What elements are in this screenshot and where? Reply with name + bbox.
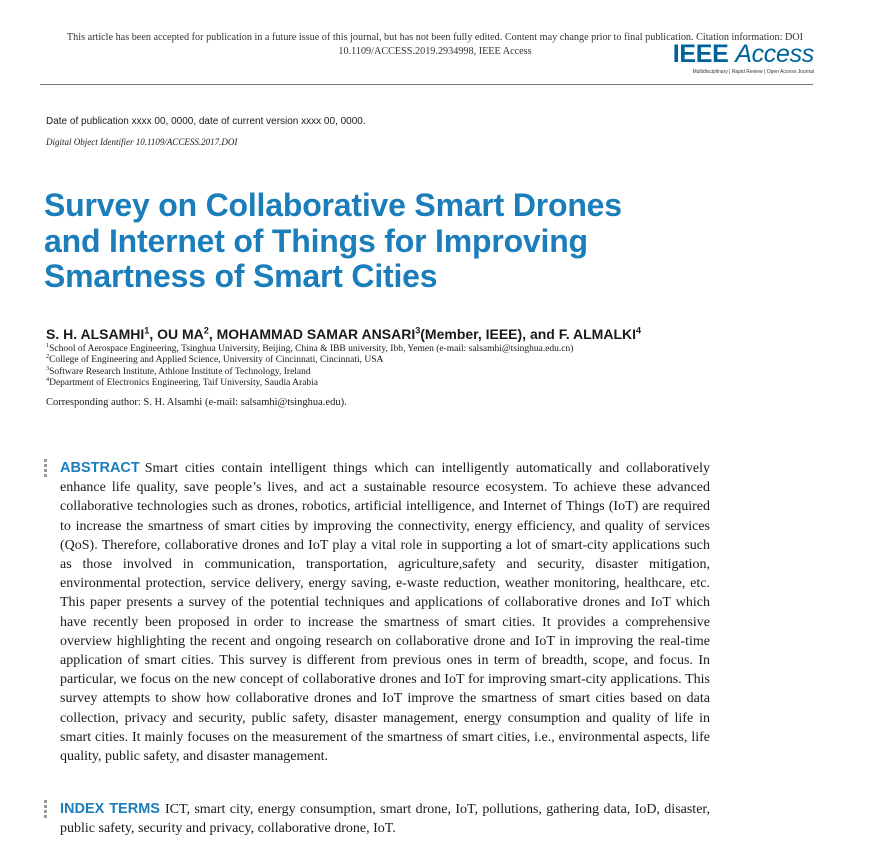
title-line: Smartness of Smart Cities — [44, 258, 438, 294]
author-list: S. H. ALSAMHI1, OU MA2, MOHAMMAD SAMAR A… — [46, 326, 846, 342]
title-line: and Internet of Things for Improving — [44, 222, 588, 259]
section-marker-icon — [44, 800, 48, 820]
logo-tagline: Multidisciplinary | Rapid Review | Open … — [692, 69, 814, 75]
abstract-label: ABSTRACT — [60, 460, 140, 476]
abstract-text: Smart cities contain intelligent things … — [60, 461, 710, 765]
logo-wordmark: IEEE Access — [664, 40, 815, 68]
author-separator: , — [208, 326, 217, 342]
affiliation: 1School of Aerospace Engineering, Tsingh… — [46, 342, 746, 355]
title-line: Survey on Collaborative Smart Drones — [44, 187, 622, 223]
affiliation: 3Software Research Institute, Athlone In… — [46, 365, 746, 378]
index-terms-label: INDEX TERMS — [60, 801, 160, 817]
author-name: OU MA — [157, 326, 204, 342]
author-name: F. ALMALKI — [558, 326, 636, 342]
affiliation-text: Software Research Institute, Athlone Ins… — [49, 366, 311, 377]
affiliation-number: 1 — [46, 342, 50, 349]
paper-title: Survey on Collaborative Smart Drones and… — [44, 187, 824, 295]
author-affil-sup: 2 — [203, 325, 209, 336]
section-marker-icon — [44, 459, 48, 479]
doi-line: Digital Object Identifier 10.1109/ACCESS… — [46, 137, 238, 147]
author-affil-sup: 1 — [144, 325, 150, 336]
author-affil-sup: 4 — [636, 325, 642, 336]
affiliations: 1School of Aerospace Engineering, Tsingh… — [46, 342, 746, 390]
affiliation-text: School of Aerospace Engineering, Tsinghu… — [49, 344, 574, 354]
affiliation: 2College of Engineering and Applied Scie… — [46, 354, 746, 366]
affiliation-text: Department of Electronics Engineering, T… — [49, 378, 319, 389]
affiliation-text: College of Engineering and Applied Scien… — [49, 355, 384, 366]
author-name: S. H. ALSAMHI — [46, 326, 145, 342]
author-name: MOHAMMAD SAMAR ANSARI — [216, 326, 416, 342]
affiliation: 4Department of Electronics Engineering, … — [46, 377, 746, 389]
header-rule — [40, 84, 813, 85]
corresponding-author: Corresponding author: S. H. Alsamhi (e-m… — [46, 397, 347, 408]
author-separator: , — [149, 326, 158, 342]
author-suffix: (Member, IEEE), and — [420, 326, 559, 342]
affiliation-number: 4 — [46, 377, 50, 384]
ieee-access-logo: IEEE Access Multidisciplinary | Rapid Re… — [664, 40, 815, 75]
affiliation-number: 3 — [46, 365, 50, 372]
index-terms-paragraph: INDEX TERMS ICT, smart city, energy consu… — [60, 800, 710, 838]
publication-date: Date of publication xxxx 00, 0000, date … — [46, 116, 366, 127]
affiliation-number: 2 — [46, 354, 50, 361]
acceptance-notice: This article has been accepted for publi… — [66, 32, 804, 57]
index-terms-text: ICT, smart city, energy consumption, sma… — [60, 802, 711, 837]
author-affil-sup: 3 — [415, 325, 421, 336]
abstract-paragraph: ABSTRACT Smart cities contain intelligent… — [60, 459, 710, 766]
logo-ieee: IEEE — [672, 40, 729, 68]
logo-access: Access — [735, 40, 814, 68]
